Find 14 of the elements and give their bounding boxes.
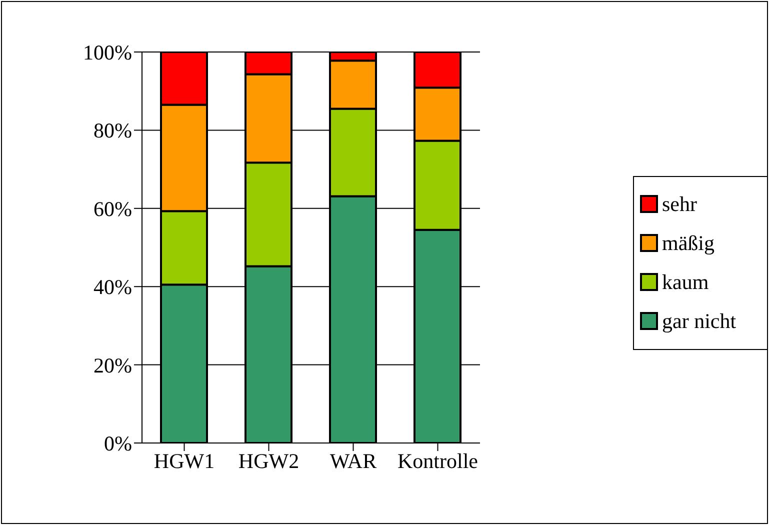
x-tick-label: HGW2 — [238, 448, 300, 473]
x-tick-label: HGW1 — [154, 448, 215, 473]
legend-label: kaum — [662, 270, 709, 294]
y-tick-label: 80% — [94, 118, 132, 143]
y-tick-label: 0% — [104, 431, 132, 456]
x-tick-label: Kontrolle — [398, 448, 478, 473]
legend-label: mäßig — [662, 230, 714, 256]
y-tick-label: 60% — [94, 196, 132, 221]
y-tick-label: 100% — [83, 40, 132, 64]
legend-label: gar nicht — [662, 308, 736, 334]
y-tick-label: 40% — [94, 275, 132, 300]
legend-label: sehr — [662, 192, 697, 216]
y-tick-label: 20% — [94, 353, 132, 378]
x-tick-label: WAR — [330, 448, 377, 473]
